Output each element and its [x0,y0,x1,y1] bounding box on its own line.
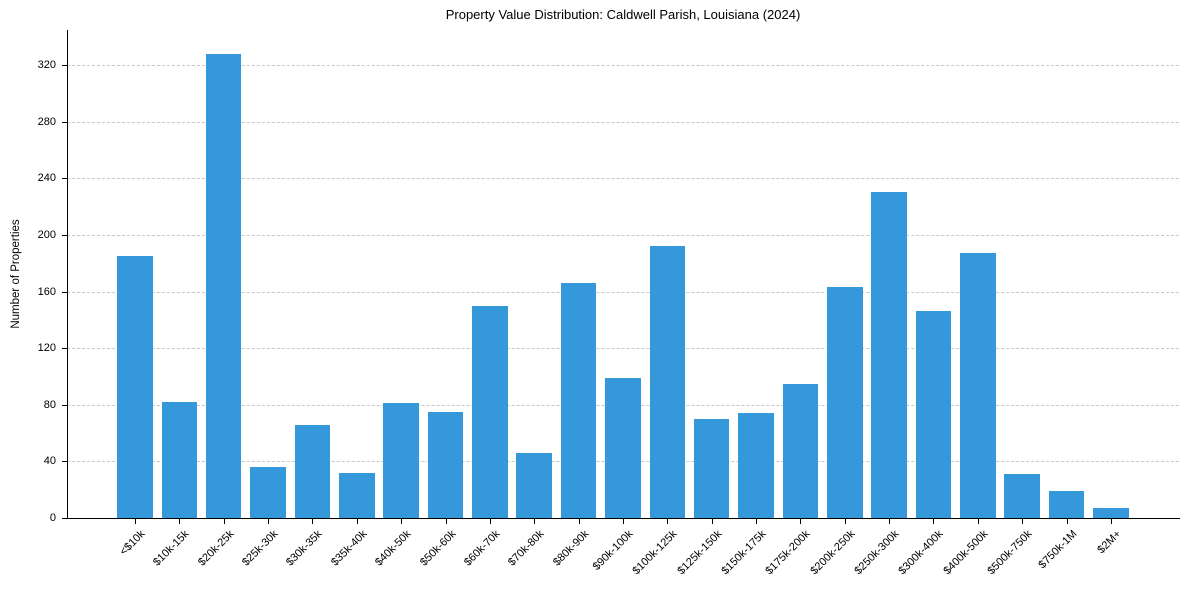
gridline [67,291,1179,293]
gridline [67,348,1179,350]
y-tick-label: 80 [43,398,56,411]
bar [782,383,819,518]
chart-title: Property Value Distribution: Caldwell Pa… [445,7,801,22]
y-tick-label: 160 [37,285,56,298]
x-tick [135,519,136,524]
x-tick [800,519,802,524]
y-tick-label: 120 [37,342,56,355]
bar [560,283,597,518]
y-tick-label: 0 [49,512,56,524]
bar [161,401,198,518]
x-tick [756,519,758,524]
x-tick [622,519,624,524]
x-tick [1110,519,1112,524]
x-tick [933,519,935,524]
x-tick [578,519,580,524]
x-tick-label: $25k-30k [240,528,281,569]
bar [827,287,863,518]
x-tick-label: $125k-150k [675,528,725,578]
x-tick-label: $30k-35k [284,528,325,569]
gridline [67,65,1179,66]
x-tick-label: $50k-60k [417,528,459,569]
y-tick [62,461,67,463]
x-tick [401,519,403,524]
bar [649,246,686,518]
y-tick-label: 240 [37,172,56,185]
gridline [67,178,1179,180]
y-axis-spine [67,30,68,519]
y-tick-label: 40 [43,455,56,468]
x-tick [445,519,447,524]
bar [117,256,153,518]
x-tick-label: $2M+ [1095,528,1124,557]
x-tick [977,519,979,524]
bar [1093,508,1129,518]
x-tick-label: $500k-750k [985,528,1035,578]
x-tick-label: $70k-80k [506,528,547,569]
bar [427,411,464,518]
x-tick [1066,519,1068,524]
y-tick [62,291,67,293]
bar [383,403,419,518]
y-tick [62,518,67,519]
x-tick [356,519,358,524]
x-tick-label: $750k-1M [1035,528,1080,572]
x-tick [844,519,846,524]
bar [915,311,952,518]
x-tick [534,519,536,524]
x-tick [179,519,181,524]
x-tick-label: $200k-250k [808,528,858,578]
bar [693,418,730,518]
x-tick-label: <$10k [117,528,148,558]
y-tick [62,404,67,406]
y-tick [62,348,67,350]
y-tick-label: 320 [37,59,56,71]
x-tick [268,519,270,524]
x-tick-label: $40k-50k [373,528,414,569]
bar [250,467,286,518]
bar [738,413,774,518]
bar [294,424,331,518]
x-tick [223,519,225,524]
bar [605,377,641,518]
x-tick-label: $90k-100k [590,528,636,573]
gridline [67,234,1179,236]
x-tick-label: $80k-90k [550,528,592,569]
plot-area [67,30,1179,518]
y-tick [62,121,67,123]
x-tick [711,519,713,524]
x-tick-label: $150k-175k [719,528,769,578]
bar [1048,491,1085,518]
bar [1004,474,1040,518]
bar [472,305,508,518]
x-tick-label: $300k-400k [896,528,946,578]
bar [205,53,242,518]
x-tick [667,519,669,524]
bar [871,192,907,518]
x-tick-label: $60k-70k [461,528,503,569]
x-tick-label: $20k-25k [195,528,237,569]
x-tick [312,519,314,524]
x-axis-spine [67,518,1180,519]
x-tick-label: $400k-500k [941,528,991,578]
x-tick [1022,519,1024,524]
y-tick [62,234,67,236]
y-tick [62,65,67,66]
x-tick-label: $250k-300k [852,528,902,578]
x-tick-label: $175k-200k [763,528,813,578]
x-tick [489,519,491,524]
y-tick-label: 200 [37,228,56,241]
x-tick [889,519,891,524]
x-tick-label: $35k-40k [328,528,370,569]
bar [516,452,552,518]
x-tick-label: $10k-15k [151,528,192,569]
bar [960,253,996,518]
y-axis-label: Number of Properties [10,219,22,329]
bar [339,472,375,518]
y-tick [62,178,67,180]
x-tick-label: $100k-125k [630,528,680,578]
y-tick-label: 280 [37,115,56,128]
gridline [67,121,1179,123]
